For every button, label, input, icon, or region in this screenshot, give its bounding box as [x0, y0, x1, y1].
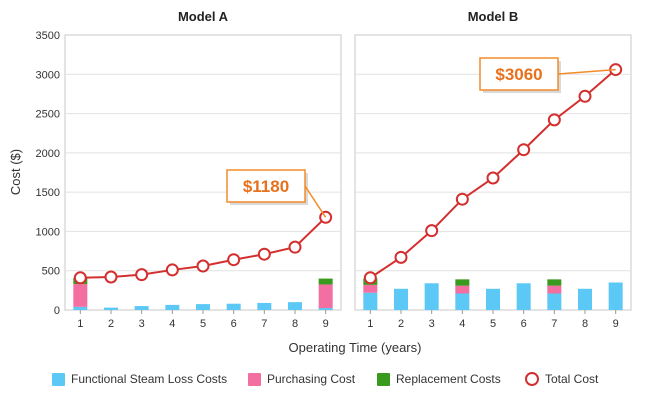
panel1-y-tick-label: 500 — [42, 266, 60, 278]
panel1-total-cost-point — [196, 259, 210, 273]
panel2-bar-purchasing-cost — [547, 285, 562, 294]
panel2-x-tick-label: 3 — [429, 318, 435, 330]
panel1-x-tick-label: 7 — [261, 318, 267, 330]
panel2-callout-connector — [557, 68, 616, 75]
panel1-bar-purchasing-cost — [73, 284, 88, 307]
panel2-callout-box — [479, 57, 559, 91]
legend-label-purchasing: Purchasing Cost — [267, 372, 356, 386]
panel1-bar-functional-steam-loss-costs — [196, 304, 210, 310]
panel1-x-tick-label: 1 — [77, 318, 83, 330]
y-axis-label: Cost ($) — [8, 149, 23, 195]
panel2-x-tick-label: 1 — [367, 318, 373, 330]
legend-label-replacement: Replacement Costs — [396, 372, 501, 386]
panel1-callout-label: $1180 — [243, 177, 289, 196]
legend-label-steam-loss: Functional Steam Loss Costs — [71, 372, 228, 386]
panel2-total-cost-point — [394, 250, 408, 264]
cost-comparison-chart: Cost ($)Operating Time (years)0500100015… — [8, 9, 632, 355]
panel2-x-tick-label: 8 — [582, 318, 588, 330]
panel2-bar-functional-steam-loss-costs — [363, 292, 378, 310]
chart-legend: Functional Steam Loss Costs Purchasing C… — [0, 364, 646, 394]
panel2-bar-functional-steam-loss-costs — [516, 283, 531, 310]
panel1-x-tick-label: 8 — [292, 318, 298, 330]
panel1-total-cost-point — [104, 270, 118, 284]
panel2-total-cost-point — [578, 89, 592, 103]
panel2-bar-replacement-costs — [547, 279, 562, 286]
panel2-bar-functional-steam-loss-costs — [608, 282, 623, 310]
panel2-bar-functional-steam-loss-costs — [547, 293, 562, 310]
panel2-callout-label: $3060 — [495, 65, 542, 84]
panel1-y-tick-label: 1500 — [36, 187, 60, 199]
panel1-x-tick-label: 2 — [108, 318, 114, 330]
panel1-x-tick-label: 6 — [231, 318, 237, 330]
panel2-bar-functional-steam-loss-costs — [394, 288, 408, 310]
panel2-total-cost-point — [455, 192, 469, 206]
x-axis-label: Operating Time (years) — [289, 340, 422, 355]
panel1-bar-functional-steam-loss-costs — [318, 308, 333, 310]
legend-marker-total-cost — [525, 372, 539, 386]
panel1-y-tick-label: 0 — [54, 305, 60, 317]
legend-item-steam-loss[interactable]: Functional Steam Loss Costs — [52, 372, 227, 386]
legend-item-purchasing[interactable]: Purchasing Cost — [248, 372, 355, 386]
panel1-bar-functional-steam-loss-costs — [226, 303, 241, 310]
panel1-y-tick-label: 3000 — [36, 69, 60, 81]
panel1-bar-functional-steam-loss-costs — [165, 304, 180, 310]
panel2-total-cost-point — [486, 171, 500, 185]
panel1-y-tick-label: 2500 — [36, 109, 60, 121]
panel2-title: Model B — [468, 9, 519, 24]
panel1-bar-functional-steam-loss-costs — [288, 302, 302, 310]
panel2-x-tick-label: 7 — [551, 318, 557, 330]
panel1-x-tick-label: 5 — [200, 318, 206, 330]
legend-swatch-replacement — [377, 372, 390, 386]
panel1-callout-box — [226, 169, 306, 203]
panel1-y-tick-label: 2000 — [36, 148, 60, 160]
panel1-total-cost-point — [288, 240, 302, 254]
panel2-total-cost-point — [517, 143, 531, 157]
legend-item-total-cost[interactable]: Total Cost — [525, 372, 598, 386]
panel1-bar-functional-steam-loss-costs — [73, 306, 88, 310]
panel1-bar-functional-steam-loss-costs — [104, 307, 118, 310]
panel2-total-cost-point — [425, 224, 439, 238]
panel1-bar-functional-steam-loss-costs — [134, 306, 149, 310]
panel1-total-cost-point — [135, 268, 149, 282]
legend-swatch-steam-loss — [52, 372, 65, 386]
panel2-bar-functional-steam-loss-costs — [486, 288, 500, 310]
legend-label-total-cost: Total Cost — [545, 372, 599, 386]
panel1-bar-functional-steam-loss-costs — [257, 302, 272, 310]
legend-swatch-purchasing — [248, 372, 261, 386]
panel2-x-tick-label: 6 — [521, 318, 527, 330]
panel1-total-cost-point — [165, 263, 179, 277]
panel2-x-tick-label: 5 — [490, 318, 496, 330]
panel2-bar-functional-steam-loss-costs — [455, 293, 470, 310]
panel1-total-cost-point — [257, 247, 271, 261]
panel1-bar-purchasing-cost — [318, 284, 333, 309]
panel1-callout-connector — [304, 185, 327, 218]
panel2-x-tick-label: 4 — [459, 318, 465, 330]
panel2-total-cost-point — [363, 271, 377, 285]
panel2-x-tick-label: 9 — [613, 318, 619, 330]
panel1-x-tick-label: 9 — [323, 318, 329, 330]
panel1-y-tick-label: 3500 — [36, 30, 60, 42]
panel2-bar-replacement-costs — [455, 279, 470, 286]
panel2-total-cost-point — [547, 113, 561, 127]
legend-item-replacement[interactable]: Replacement Costs — [377, 372, 501, 386]
panel1-y-tick-label: 1000 — [36, 226, 60, 238]
panel1-x-tick-label: 4 — [169, 318, 175, 330]
panel2-bar-functional-steam-loss-costs — [578, 288, 592, 310]
panel1-total-cost-point — [73, 271, 87, 285]
panel1-x-tick-label: 3 — [139, 318, 145, 330]
panel1-bar-replacement-costs — [318, 278, 333, 285]
panel1-total-cost-point — [227, 253, 241, 267]
panel2-bar-purchasing-cost — [455, 285, 470, 294]
panel1-title: Model A — [178, 9, 229, 24]
panel2-bar-functional-steam-loss-costs — [424, 283, 439, 310]
panel2-bar-purchasing-cost — [363, 284, 378, 293]
panel2-x-tick-label: 2 — [398, 318, 404, 330]
